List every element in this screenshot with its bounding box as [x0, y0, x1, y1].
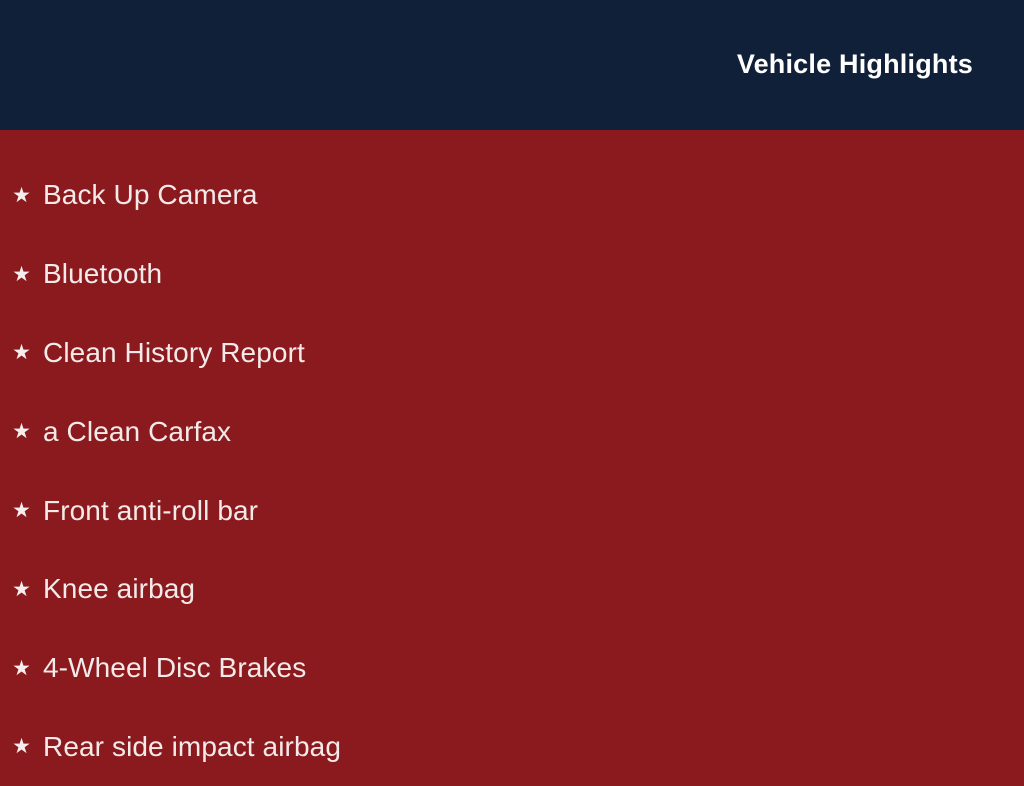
star-icon: ★ [12, 656, 31, 680]
vehicle-highlights-slide: Vehicle Highlights ★ Back Up Camera ★ Bl… [0, 0, 1024, 768]
star-icon: ★ [12, 341, 31, 365]
list-item-label: Clean History Report [43, 336, 305, 368]
list-item-label: Bluetooth [43, 258, 163, 290]
star-icon: ★ [12, 499, 31, 523]
list-item: ★ 4-Wheel Disc Brakes [0, 629, 1024, 708]
page-title: Vehicle Highlights [736, 48, 973, 79]
star-icon: ★ [12, 577, 31, 601]
vehicle-highlights-list: ★ Back Up Camera ★ Bluetooth ★ Clean His… [0, 156, 1024, 786]
list-item-label: a Clean Carfax [43, 415, 232, 447]
list-item-label: Knee airbag [43, 573, 196, 605]
list-item-label: Front anti-roll bar [43, 494, 259, 526]
star-icon: ★ [12, 735, 31, 759]
star-icon: ★ [12, 183, 31, 207]
list-item-label: Rear side impact airbag [43, 730, 341, 762]
slide-header: Vehicle Highlights [0, 0, 1024, 130]
star-icon: ★ [12, 262, 31, 286]
list-item: ★ Bluetooth [0, 235, 1024, 314]
slide-body: ★ Back Up Camera ★ Bluetooth ★ Clean His… [0, 130, 1024, 768]
list-item: ★ Back Up Camera [0, 156, 1024, 235]
list-item-label: Back Up Camera [43, 179, 258, 211]
list-item: ★ Knee airbag [0, 550, 1024, 629]
list-item: ★ Front anti-roll bar [0, 471, 1024, 550]
list-item: ★ a Clean Carfax [0, 392, 1024, 471]
list-item: ★ Rear side impact airbag [0, 708, 1024, 786]
list-item: ★ Clean History Report [0, 314, 1024, 393]
list-item-label: 4-Wheel Disc Brakes [43, 652, 307, 684]
star-icon: ★ [12, 420, 31, 444]
